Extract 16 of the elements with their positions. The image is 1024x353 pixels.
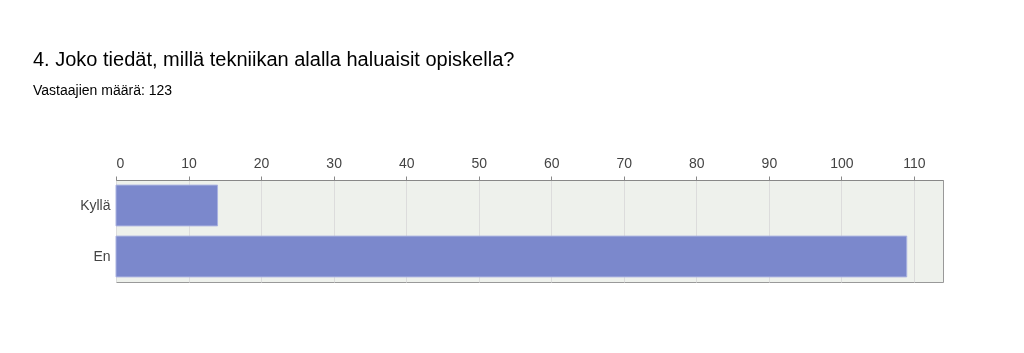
- y-tick-label: En: [93, 247, 111, 264]
- x-tick-label: 50: [471, 154, 488, 171]
- x-tick-label: 110: [903, 154, 926, 171]
- x-tick-label: 60: [543, 154, 560, 171]
- chart-subtitle: Vastaajien määrä: 123: [33, 82, 173, 98]
- x-tick-label: 0: [116, 154, 125, 171]
- x-tick-label: 70: [616, 154, 633, 171]
- x-tick-label: 20: [253, 154, 270, 171]
- x-tick-label: 10: [181, 154, 198, 171]
- chart-title: 4. Joko tiedät, millä tekniikan alalla haluaisit opiskella?: [33, 48, 515, 70]
- x-tick-label: 90: [761, 154, 778, 171]
- x-tick-label: 40: [398, 154, 415, 171]
- x-tick-label: 80: [689, 154, 705, 171]
- x-tick-label: 100: [830, 154, 854, 171]
- y-tick-label: Kyllä: [80, 196, 111, 213]
- x-tick-label: 30: [326, 154, 343, 171]
